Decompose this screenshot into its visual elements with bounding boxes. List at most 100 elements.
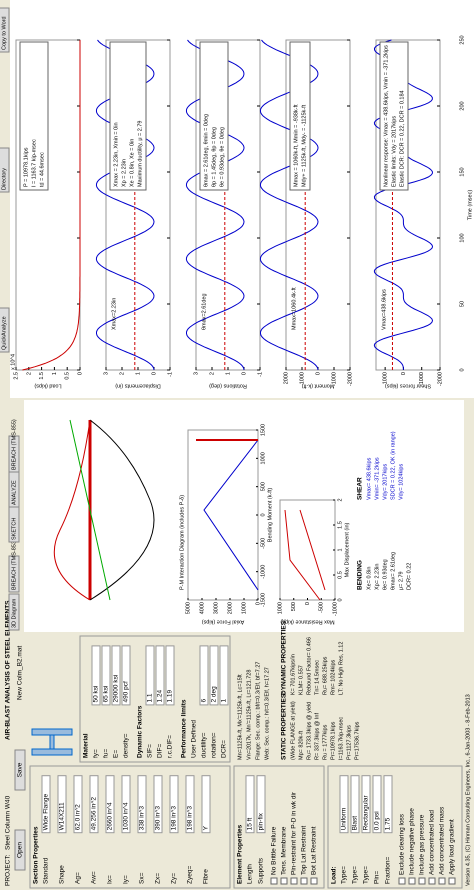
- x-tick-label: 100: [459, 233, 465, 242]
- annotation: Mmax=1060.4k-ft: [291, 287, 297, 330]
- legend-box: [19, 41, 49, 191]
- y-axis-label: Max Resistance (kips): [280, 619, 334, 625]
- element-field[interactable]: [245, 775, 255, 834]
- loads-field[interactable]: [339, 775, 349, 834]
- loads-field[interactable]: [361, 775, 371, 834]
- loads-field[interactable]: [372, 775, 382, 834]
- checkbox[interactable]: [300, 877, 308, 885]
- static-title: STATIC PROPERTIES:: [281, 692, 288, 760]
- legend-entry: td = 44.6msec: [39, 152, 45, 187]
- tab[interactable]: [8, 593, 20, 631]
- material-field[interactable]: [121, 645, 131, 706]
- y-tick-label: 1: [52, 372, 58, 375]
- section-field[interactable]: [57, 775, 67, 834]
- checkbox[interactable]: [408, 877, 416, 885]
- section-label: Zyeq=: [187, 866, 194, 884]
- dyn-value: 1.1: [147, 693, 154, 702]
- footer: Version 4.35, (C) Hinman Consulting Engi…: [465, 694, 471, 886]
- checkbox[interactable]: [270, 877, 278, 885]
- y-axis-label: Rotations (deg): [209, 383, 247, 389]
- section-field[interactable]: [89, 775, 99, 834]
- section-value: 198 in^3: [187, 806, 194, 831]
- material-label: fy=: [93, 749, 100, 758]
- y-tick-label: 2: [26, 372, 32, 375]
- section-label: Sx=: [139, 872, 146, 884]
- resist-curve: [284, 509, 326, 601]
- perf-label: User Defined: [191, 720, 198, 758]
- checkbox[interactable]: [438, 877, 446, 885]
- checkbox[interactable]: [310, 877, 318, 885]
- bending-title: BENDING: [357, 560, 364, 590]
- y-tick-label: 3: [193, 372, 199, 375]
- dyn-value: 1.19: [167, 690, 174, 703]
- shear-line: SDCR = 0.22, OK (in range): [390, 431, 396, 500]
- y-tick-label: -1: [167, 372, 173, 377]
- open-button[interactable]: [14, 829, 26, 871]
- section-field[interactable]: [137, 775, 147, 834]
- response-curve: [22, 40, 81, 371]
- section-field[interactable]: [153, 775, 163, 834]
- checkbox[interactable]: [448, 877, 456, 885]
- x-axis-label: Max Displacement (in): [344, 522, 350, 577]
- checkbox[interactable]: [280, 877, 288, 885]
- section-field[interactable]: [169, 775, 179, 834]
- annotation: Xmax=2.23in: [111, 298, 117, 330]
- legend-entry: θe = 0.93deg, θe = 0deg: [219, 127, 225, 187]
- y-axis-label: Shear forces (kips): [385, 383, 431, 389]
- loads-value: 0.0 psi: [374, 811, 381, 830]
- tab[interactable]: [8, 555, 20, 593]
- save-button[interactable]: [14, 749, 26, 791]
- bending-line: θe= 0.93deg: [382, 559, 388, 590]
- dyn-field[interactable]: [145, 645, 155, 706]
- perf-field[interactable]: [219, 645, 229, 706]
- dynamic-title: DYNAMIC PROPERTIES:: [281, 619, 288, 695]
- section-field[interactable]: [73, 775, 83, 834]
- tab[interactable]: [8, 435, 20, 473]
- legend-entry: Xmax = 2.23in, Xmin = 0in: [113, 122, 119, 187]
- y-tick-label: 0.5: [65, 372, 71, 380]
- section-field[interactable]: [121, 775, 131, 834]
- perf-field[interactable]: [199, 645, 209, 706]
- material-field[interactable]: [111, 645, 121, 706]
- bending-line: DCR= 0.22: [406, 563, 412, 590]
- shear-shape: [69, 419, 111, 601]
- y-tick-label: 5000: [185, 602, 191, 614]
- tab[interactable]: [0, 7, 10, 53]
- check-label: Apply load gradient: [449, 819, 456, 875]
- app-title: AIR-BLAST ANALYSIS OF STEEL ELEMENTS: [5, 600, 12, 740]
- material-field[interactable]: [101, 645, 111, 706]
- dyn-field[interactable]: [165, 645, 175, 706]
- section-field[interactable]: [105, 775, 115, 834]
- section-value: 49.256 in^2: [91, 797, 98, 831]
- checkbox[interactable]: [428, 877, 436, 885]
- perf-field[interactable]: [209, 645, 219, 706]
- x-tick-label: 0.5: [337, 571, 343, 579]
- perf-title: Performance limits: [181, 699, 188, 758]
- x-tick-label: 500: [260, 482, 266, 491]
- section-label: Zy=: [171, 873, 178, 884]
- legend-entry: θmax = 2.61deg, θmin = 0deg: [203, 114, 209, 187]
- tab[interactable]: [0, 307, 10, 353]
- loads-field[interactable]: [350, 775, 360, 834]
- static-line: Pr=17536.7kips: [354, 721, 360, 760]
- material-field[interactable]: [91, 645, 101, 706]
- checkbox[interactable]: [398, 877, 406, 885]
- section-field[interactable]: [185, 775, 195, 834]
- response-curve: [259, 39, 319, 371]
- y-tick-label: 1: [135, 372, 141, 375]
- section-field[interactable]: [201, 775, 211, 834]
- element-field[interactable]: [256, 775, 266, 834]
- material-label: E=: [113, 750, 120, 758]
- bending-line: μ= 2.79: [398, 571, 404, 590]
- section-field[interactable]: [41, 775, 51, 834]
- loads-title: Load:: [331, 866, 338, 884]
- tab-label: SKETCH: [11, 518, 17, 540]
- dyn-field[interactable]: [155, 645, 165, 706]
- checkbox[interactable]: [418, 877, 426, 885]
- loads-field[interactable]: [383, 775, 393, 834]
- check-label: No Brittle Failure: [271, 826, 278, 875]
- check-label: Tens. Membrane: [281, 826, 288, 875]
- tab[interactable]: [0, 147, 10, 193]
- checkbox[interactable]: [290, 877, 298, 885]
